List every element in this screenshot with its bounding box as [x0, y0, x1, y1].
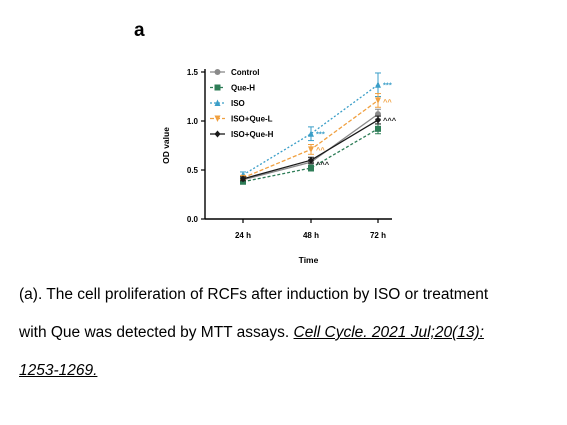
significance-label: ^^ [316, 145, 325, 154]
x-tick-label: 24 h [235, 231, 251, 240]
data-point-iso-que-l [375, 97, 381, 104]
line-chart: 0.0 0.5 1.0 1.5 24 h 48 h 72 h Time OD value Cont… [161, 68, 397, 265]
y-tick-label: 1.0 [187, 117, 199, 126]
legend-label-iso: ISO [231, 99, 245, 108]
caption-line-2: with Que was detected by MTT assays. Cel… [19, 324, 484, 342]
significance-label: ^^^ [383, 116, 397, 125]
y-axis-title: OD value [161, 127, 171, 164]
citation-link[interactable]: Cell Cycle. 2021 Jul;20(13): [293, 324, 484, 341]
data-point-iso-que-l [308, 146, 314, 153]
caption-line-3: 1253-1269. [19, 362, 97, 380]
data-point-que-h [375, 125, 381, 132]
data-point-iso [308, 130, 314, 137]
legend-label-iso-que-h: ISO+Que-H [231, 130, 274, 139]
legend-marker-iso-que-h [214, 130, 221, 138]
data-point-que-h [308, 165, 314, 172]
y-tick-label: 0.0 [187, 215, 199, 224]
y-tick-label: 0.5 [187, 166, 199, 175]
legend-label-iso-que-l: ISO+Que-L [231, 115, 273, 124]
data-point-iso [375, 81, 381, 88]
significance-label: *** [383, 81, 392, 90]
y-tick-label: 1.5 [187, 68, 199, 77]
legend-label-control: Control [231, 68, 259, 77]
data-point-iso-que-h [375, 116, 381, 124]
significance-label: ^^^ [316, 160, 330, 169]
data-point-iso-que-h [240, 175, 246, 183]
significance-label: ^^ [383, 97, 392, 106]
x-tick-label: 72 h [370, 231, 386, 240]
legend-marker-iso [214, 99, 221, 106]
caption-text: with Que was detected by MTT assays. [19, 324, 290, 341]
x-tick-label: 48 h [303, 231, 319, 240]
series-line-que-h [242, 128, 379, 183]
data-point-iso-que-h [308, 156, 314, 164]
caption-line-1: (a). The cell proliferation of RCFs afte… [19, 286, 489, 303]
panel-label: a [134, 20, 145, 41]
legend-marker-iso-que-l [214, 115, 221, 122]
x-axis-title: Time [299, 255, 319, 265]
legend-label-que-h: Que-H [231, 84, 255, 93]
legend-marker-control [214, 69, 221, 75]
legend-marker-que-h [214, 84, 221, 91]
significance-label: *** [316, 130, 325, 139]
citation-link-continued[interactable]: 1253-1269. [19, 362, 98, 379]
